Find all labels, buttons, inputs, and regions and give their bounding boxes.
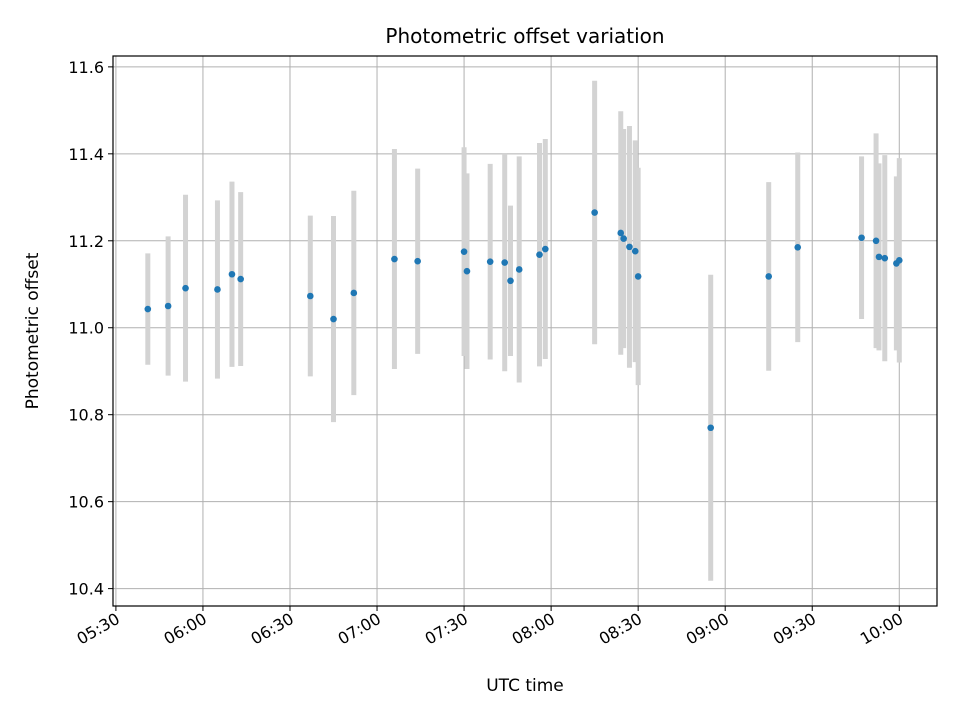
- y-tick-label: 11.4: [68, 145, 104, 164]
- data-point: [306, 292, 314, 300]
- data-point: [515, 266, 523, 273]
- data-point: [631, 247, 639, 255]
- data-point: [463, 267, 471, 275]
- data-point: [872, 237, 880, 245]
- chart-title: Photometric offset variation: [385, 24, 664, 48]
- data-point: [875, 253, 883, 261]
- data-point: [858, 234, 865, 242]
- data-point: [391, 255, 398, 263]
- data-point: [214, 286, 221, 293]
- data-points: [144, 209, 903, 432]
- plot-frame: [112, 55, 938, 607]
- data-point: [164, 302, 172, 310]
- data-point: [881, 254, 889, 262]
- y-tick-label: 10.8: [68, 406, 104, 425]
- x-axis-label: UTC time: [486, 676, 564, 696]
- data-point: [182, 284, 189, 292]
- data-point: [237, 275, 244, 283]
- y-axis: 10.4 10.6 10.8 11.0 11.2 11.4 11.6: [68, 58, 113, 599]
- data-point: [765, 273, 773, 280]
- data-point: [350, 289, 358, 297]
- data-point: [591, 209, 598, 216]
- data-point: [634, 273, 642, 280]
- data-point: [895, 257, 903, 264]
- y-tick-label: 11.6: [68, 58, 104, 77]
- y-tick-label: 10.4: [68, 580, 104, 599]
- data-point: [794, 244, 802, 251]
- data-point: [414, 257, 421, 265]
- data-point: [501, 259, 508, 266]
- data-point: [330, 315, 337, 323]
- data-point: [486, 258, 494, 265]
- data-point: [620, 235, 627, 242]
- data-point: [617, 229, 625, 237]
- data-point: [228, 270, 236, 278]
- y-tick-label: 11.2: [68, 232, 104, 251]
- data-point: [507, 277, 514, 285]
- data-point: [707, 424, 714, 432]
- y-tick-label: 11.0: [68, 319, 104, 338]
- data-point: [536, 251, 543, 258]
- y-tick-label: 10.6: [68, 493, 104, 512]
- data-point: [542, 245, 549, 253]
- data-point: [626, 243, 633, 251]
- data-point: [144, 305, 152, 313]
- y-axis-label: Photometric offset: [23, 252, 43, 409]
- data-point: [460, 248, 468, 255]
